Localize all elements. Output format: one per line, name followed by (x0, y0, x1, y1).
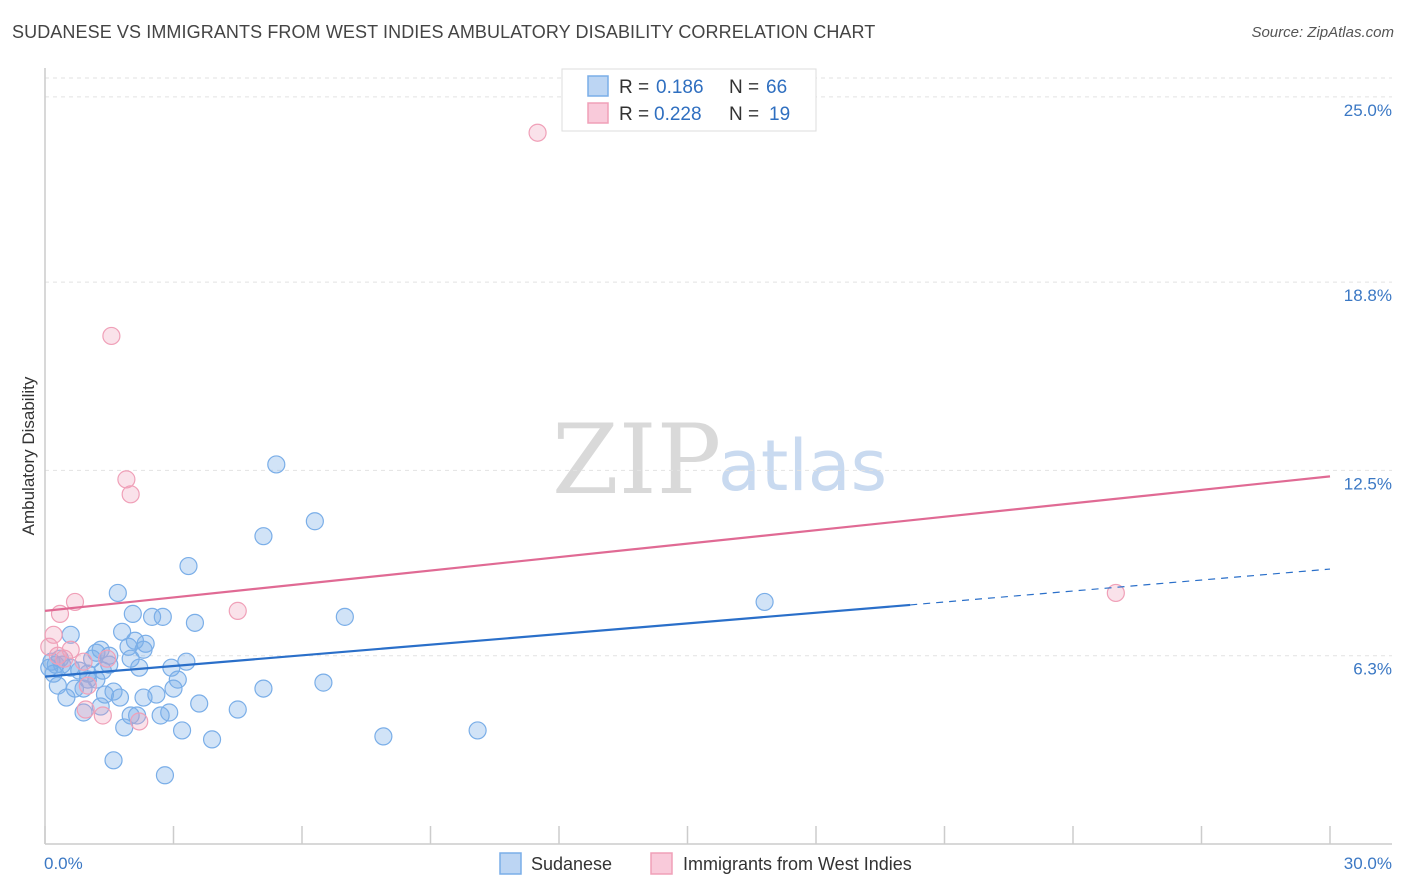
sudanese-point-45 (155, 766, 175, 785)
sudanese-point-64 (468, 721, 487, 740)
west-indies-point-12 (102, 326, 121, 346)
watermark-zip: ZIP (552, 404, 721, 516)
sudanese-point-53 (185, 613, 205, 632)
sudanese-point-55 (202, 730, 222, 749)
sudanese-point-58 (254, 527, 273, 546)
y-tick-label-3: 25.0% (1344, 101, 1392, 120)
west-indies-point-17 (528, 123, 547, 142)
sudanese-point-40 (136, 634, 155, 653)
series-legend: Sudanese Immigrants from West Indies (499, 852, 912, 875)
gridlines (45, 77, 1392, 657)
legend-r-west-indies: 0.228 (654, 104, 702, 125)
legend-n-west-indies: 19 (769, 104, 790, 125)
sudanese-point-42 (147, 685, 166, 704)
west-indies-point-16 (228, 601, 247, 620)
sudanese-point-62 (335, 607, 354, 626)
chart-title: SUDANESE VS IMMIGRANTS FROM WEST INDIES … (12, 22, 876, 42)
legend-r-sudanese: 0.186 (656, 77, 704, 98)
sudanese-point-51 (177, 652, 196, 671)
y-axis-label: Ambulatory Disability (19, 376, 38, 535)
west-indies-point-8 (76, 700, 95, 719)
sudanese-point-44 (153, 607, 172, 626)
stats-legend: R = 0.186 N = 66 R = 0.228 N = 19 (561, 68, 817, 132)
sudanese-point-61 (314, 673, 333, 692)
sudanese-point-57 (254, 679, 273, 698)
sudanese-point-65 (755, 592, 774, 612)
sudanese-point-48 (164, 679, 183, 698)
sudanese-point-24 (100, 646, 119, 665)
sudanese-point-27 (108, 583, 127, 603)
sudanese-point-52 (179, 556, 198, 576)
sudanese-point-49 (168, 670, 187, 689)
trend-line-west-indies (44, 475, 1331, 612)
west-indies-point-15 (130, 712, 149, 731)
sudanese-point-13 (74, 703, 93, 722)
west-indies-point-4 (55, 649, 74, 668)
sudanese-point-28 (110, 688, 130, 707)
watermark: ZIP atlas (552, 404, 887, 516)
sudanese-point-59 (267, 455, 286, 474)
trend-lines (44, 475, 1331, 678)
legend-n-sudanese: 66 (766, 77, 787, 98)
sudanese-point-54 (190, 694, 209, 713)
sudanese-point-41 (142, 607, 162, 626)
y-tick-label-1: 12.5% (1344, 474, 1392, 493)
legend-r-label-sudanese: R = (619, 77, 649, 98)
west-indies-point-14 (121, 485, 140, 504)
sudanese-point-26 (104, 751, 123, 770)
legend-swatch-west-indies (587, 102, 609, 124)
west-indies-point-5 (61, 640, 80, 659)
west-indies-point-6 (65, 592, 85, 612)
bottom-legend-west-indies: Immigrants from West Indies (683, 854, 912, 874)
bottom-legend-swatch-west-indies (650, 852, 673, 875)
legend-swatch-sudanese (587, 75, 609, 97)
y-tick-label-2: 18.8% (1344, 286, 1392, 305)
y-tick-label-0: 6.3% (1353, 660, 1392, 679)
sudanese-point-46 (160, 703, 179, 722)
west-indies-point-7 (74, 652, 93, 671)
bottom-legend-sudanese: Sudanese (531, 854, 612, 874)
sudanese-point-56 (228, 700, 247, 719)
west-indies-point-1 (44, 625, 63, 644)
x-tick-max: 30.0% (1344, 854, 1392, 873)
legend-n-label-west-indies: N = (729, 104, 759, 125)
west-indies-point-10 (93, 706, 112, 725)
sudanese-point-60 (305, 512, 324, 531)
y-tick-labels: 6.3% 12.5% 18.8% 25.0% (1344, 101, 1392, 679)
legend-n-label-sudanese: N = (729, 77, 759, 98)
west-indies-point-11 (98, 649, 117, 668)
bottom-legend-swatch-sudanese (499, 852, 522, 875)
watermark-atlas: atlas (718, 425, 887, 507)
series-sudanese-points (40, 455, 774, 785)
sudanese-point-50 (172, 721, 192, 740)
sudanese-point-63 (374, 727, 393, 746)
west-indies-point-13 (117, 470, 136, 489)
trend-line-sudanese-extension (910, 568, 1331, 606)
source-credit: Source: ZipAtlas.com (1251, 24, 1394, 41)
west-indies-point-18 (1106, 583, 1125, 603)
trend-line-sudanese (44, 603, 911, 678)
west-indies-point-9 (78, 676, 97, 695)
x-tick-marks (44, 826, 1331, 844)
series-west-indies-points (40, 123, 1125, 731)
x-tick-min: 0.0% (44, 854, 83, 873)
sudanese-point-34 (123, 604, 142, 623)
legend-r-label-west-indies: R = (619, 104, 649, 125)
